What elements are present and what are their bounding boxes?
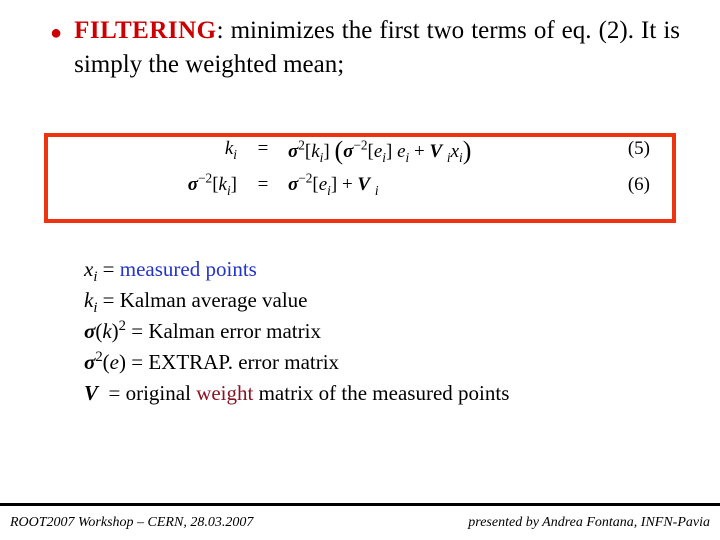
content-area: ● FILTERING: minimizes the first two ter… xyxy=(50,14,680,82)
footer: ROOT2007 Workshop – CERN, 28.03.2007 pre… xyxy=(0,506,720,540)
eq6-equals: = xyxy=(248,174,278,196)
footer-right: presented by Andrea Fontana, INFN-Pavia xyxy=(468,515,710,531)
definition-sigma-e: σ2(e) = EXTRAP. error matrix xyxy=(84,347,670,378)
bullet-item: ● FILTERING: minimizes the first two ter… xyxy=(50,14,680,82)
definition-v: V = original weight matrix of the measur… xyxy=(84,378,670,409)
slide: ● FILTERING: minimizes the first two ter… xyxy=(0,0,720,540)
eq5-equals: = xyxy=(248,138,278,160)
definition-xi: xi = measured points xyxy=(84,254,670,285)
bullet-text: FILTERING: minimizes the first two terms… xyxy=(74,14,680,82)
bullet-lead: FILTERING xyxy=(74,17,217,44)
eq5-number: (5) xyxy=(628,138,650,160)
footer-left: ROOT2007 Workshop – CERN, 28.03.2007 xyxy=(10,515,253,531)
bullet-icon: ● xyxy=(50,20,62,47)
eq6-number: (6) xyxy=(628,174,650,196)
equation-box: ki = σ2[ki] (σ−2[ei] ei + V ixi) (5) σ−2… xyxy=(44,133,676,223)
definition-sigma-k: σ(k)2 = Kalman error matrix xyxy=(84,316,670,347)
eq6-rhs: σ−2[ei] + V i xyxy=(288,174,379,196)
eq6-lhs: σ−2[ki] xyxy=(188,174,237,196)
eq5-rhs: σ2[ki] (σ−2[ei] ei + V ixi) xyxy=(288,134,471,164)
eq5-lhs: ki xyxy=(225,138,237,160)
definitions-block: xi = measured points ki = Kalman average… xyxy=(84,254,670,409)
definition-ki: ki = Kalman average value xyxy=(84,285,670,316)
